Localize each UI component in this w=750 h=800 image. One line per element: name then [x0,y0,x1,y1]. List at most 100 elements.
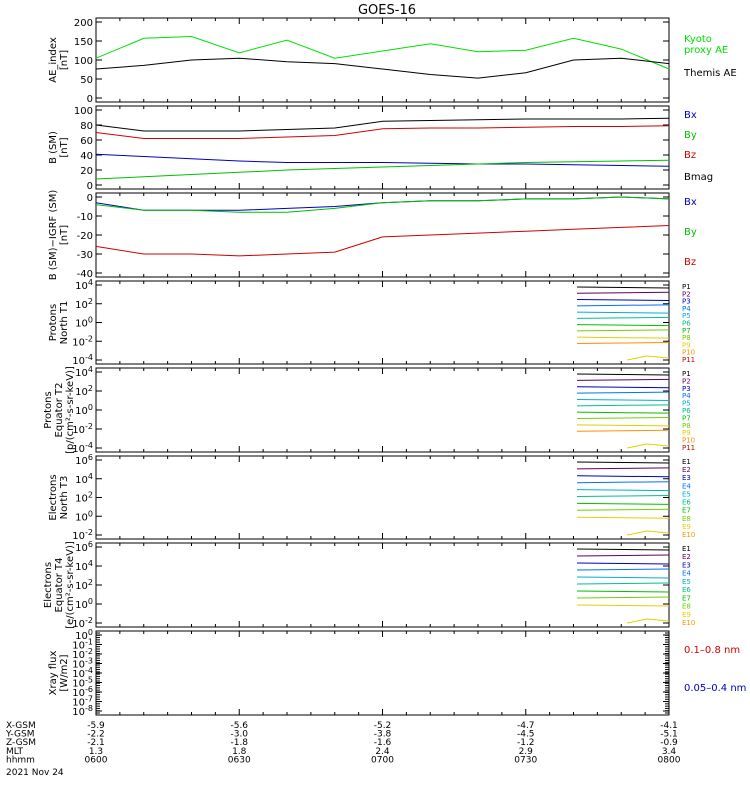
channel-line [576,404,670,407]
y-tick-label: -20 [77,231,93,242]
channel-line [576,417,670,420]
legend-2: By [684,130,697,141]
footer-value: 0600 [85,755,108,765]
y-axis-label: [nT] [59,225,70,245]
channel-label: E4 [682,570,691,578]
channel-label: P6 [682,320,691,328]
footer-value: -3.8 [374,730,392,740]
footer-row-label: Z-GSM [6,738,36,748]
y-axis-label: North T1 [59,301,70,345]
y-axis-label: Electrons [48,474,59,520]
channel-label: P10 [682,437,695,445]
y-tick-label: 60 [80,136,93,147]
legend-4: Bmag [684,172,713,183]
channel-line [576,311,670,314]
y-tick-label: 200 [74,18,93,29]
footer-value: 0730 [514,755,537,765]
y-axis-label: Equator T4 [54,558,65,613]
footer-value: -5.6 [230,721,248,731]
channel-label: E1 [682,458,691,466]
y-axis-label: Electrons [43,562,54,608]
legend-2: By [684,227,697,238]
series-line-1 [95,35,670,70]
legend-1: Bx [684,197,697,208]
y-tick-label: 104 [75,472,93,486]
y-tick-label: 10-2 [72,616,93,630]
channel-line [576,590,670,593]
channel-line [576,386,670,389]
y-axis-label: Xray flux [48,651,59,696]
channel-label: P7 [682,414,691,422]
channel-line [576,475,670,478]
y-tick-label: 100 [75,403,93,417]
y-tick-label: 20 [80,166,93,177]
channel-label: P8 [682,334,691,342]
y-tick-label: 10-2 [72,647,93,661]
channel-label: E2 [682,466,691,474]
footer-value: 1.8 [232,747,247,757]
footer-date: 2021 Nov 24 [6,768,64,778]
series-line-1 [95,153,670,167]
channel-line [576,481,670,484]
y-tick-label: 10-5 [72,676,93,690]
y-tick-label: 100 [75,316,93,330]
channel-line [576,304,670,307]
y-tick-label: 10-4 [72,353,93,367]
footer-row-label: MLT [6,747,24,757]
channel-label: P9 [682,429,691,437]
y-tick-label: 10-8 [72,704,93,718]
y-tick-label: 0 [87,181,93,192]
channel-label: P3 [682,385,691,393]
y-axis-label: [p/(cm²-s-sr-keV)] [65,366,76,454]
series-line-4 [95,117,670,132]
y-tick-label: 104 [75,365,93,379]
legend-3: Bz [684,257,696,268]
footer-value: -1.8 [230,738,248,748]
channel-line [626,530,670,536]
panel-5: 104 102 100 10-2 10-4 Protons Equator T2 [p/(cm… [43,365,695,455]
y-tick-label: 0 [87,193,93,204]
panel-frame [95,192,670,278]
channel-label: E7 [682,594,691,602]
channel-label: P9 [682,341,691,349]
channel-line [576,429,670,432]
y-tick-label: 10-4 [72,441,93,455]
footer-value: -5.2 [374,721,392,731]
y-tick-label: -30 [77,250,93,261]
channel-label: P3 [682,298,691,306]
channel-line [576,516,670,519]
legend-1: Bx [684,110,697,121]
y-axis-label: Protons [43,391,54,428]
channel-line [576,316,670,319]
legend-1: 0.1–0.8 nm [684,645,740,656]
y-axis-label: AE_index [48,37,59,83]
y-tick-label: 102 [75,297,93,311]
y-tick-label: 102 [75,578,93,592]
y-axis-label: North T3 [59,476,70,520]
channel-label: E9 [682,523,691,531]
channel-label: P11 [682,444,695,452]
panel-frame [95,630,670,716]
y-tick-label: 10-2 [72,528,93,542]
channel-label: E6 [682,499,691,507]
channel-line [576,378,670,381]
footer-value: 0630 [228,755,251,765]
channel-label: P4 [682,305,691,313]
y-tick-label: 10-3 [72,657,93,671]
legend-1: Kyoto [684,34,712,45]
channel-label: P6 [682,407,691,415]
channel-line [576,502,670,505]
channel-line [576,286,670,289]
y-tick-label: 50 [80,75,93,86]
channel-label: P2 [682,290,691,298]
channel-label: E5 [682,578,691,586]
y-axis-label: [e/(cm²-s-sr-keV)] [65,541,76,629]
footer-value: -0.9 [660,738,678,748]
y-axis-label: Protons [48,304,59,341]
footer-value: -5.9 [87,721,105,731]
panel-2: 100 80 60 40 20 0 B (SM) [nT] Bx By Bz Bmag [48,105,713,192]
channel-line [576,604,670,607]
y-tick-label: 10-4 [72,666,93,680]
footer-value: 0800 [658,755,681,765]
legend-2: Themis AE [683,68,737,79]
